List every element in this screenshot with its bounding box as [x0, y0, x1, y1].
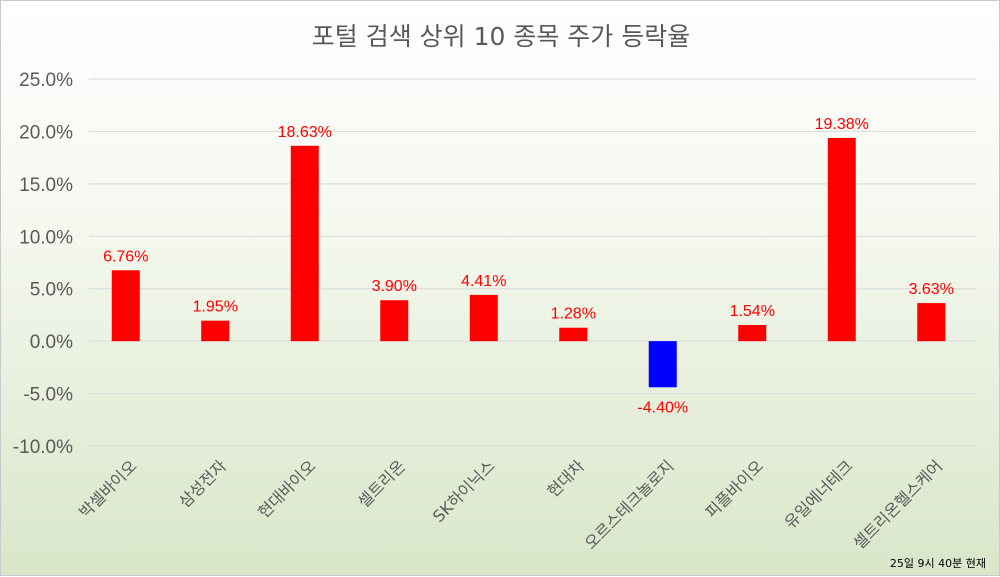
bars: [111, 137, 946, 388]
y-axis-ticks: 25.0% 20.0% 15.0% 10.0% 5.0% 0.0% -5.0% -10.0%: [13, 70, 73, 458]
x-tick-label: 셀트리온헬스케어: [849, 456, 946, 553]
y-tick-label: 5.0%: [30, 280, 73, 301]
data-label: 3.90%: [372, 278, 417, 295]
data-label: 18.63%: [278, 124, 332, 141]
y-tick-label: 25.0%: [19, 70, 73, 91]
y-tick-label: -5.0%: [23, 385, 73, 406]
x-tick-label: 피플바이오: [702, 456, 767, 521]
x-tick-label: 박셀바이오: [75, 456, 140, 521]
chart-title: 포털 검색 상위 10 종목 주가 등락율: [312, 22, 691, 51]
bar: [201, 320, 230, 342]
data-label: 19.38%: [815, 116, 869, 133]
x-tick-label: SK하이닉스: [429, 456, 499, 526]
y-tick-label: 0.0%: [30, 332, 73, 353]
bar: [738, 324, 767, 342]
bar: [648, 341, 677, 388]
x-tick-label: 오르스테크놀로지: [581, 456, 678, 553]
bar: [380, 300, 409, 342]
x-tick-label: 유일에너테크: [781, 456, 857, 532]
y-tick-label: -10.0%: [13, 437, 73, 458]
y-tick-label: 20.0%: [19, 122, 73, 143]
data-label: 1.54%: [730, 303, 775, 320]
bar: [469, 294, 498, 342]
y-tick-label: 15.0%: [19, 175, 73, 196]
bar: [827, 137, 856, 342]
bar: [111, 270, 140, 342]
data-label: 4.41%: [461, 273, 506, 290]
bar: [559, 327, 588, 342]
timestamp-annotation: 25일 9시 40분 현재: [890, 556, 986, 570]
grid-lines: [89, 78, 976, 447]
x-tick-label: 삼성전자: [175, 456, 230, 511]
y-tick-label: 10.0%: [19, 227, 73, 248]
x-tick-label: 현대차: [543, 456, 588, 501]
bar: [917, 303, 946, 342]
data-label: 6.76%: [103, 248, 148, 265]
data-labels: 6.76% 1.95% 18.63% 3.90% 4.41% 1.28% -4.40% 1.5…: [103, 116, 954, 416]
data-label: 1.28%: [551, 306, 596, 323]
x-tick-label: 셀트리온: [354, 456, 409, 511]
data-label: 1.95%: [193, 299, 238, 316]
bar: [290, 145, 319, 342]
x-tick-label: 현대바이오: [254, 456, 319, 521]
data-label: 3.63%: [909, 281, 954, 298]
data-label: -4.40%: [637, 399, 688, 416]
